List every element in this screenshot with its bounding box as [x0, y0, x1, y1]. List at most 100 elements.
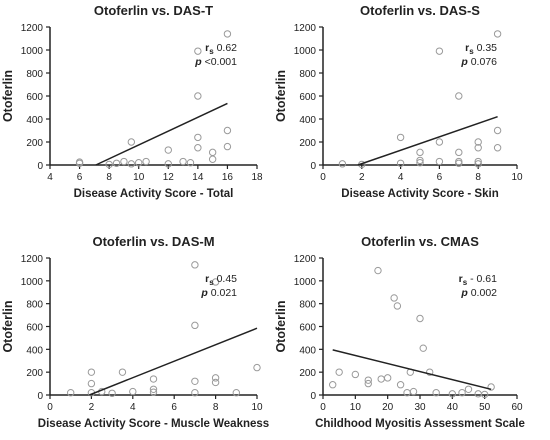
data-point [127, 160, 136, 168]
p-annotation: p 0.076 [460, 56, 497, 68]
data-point [67, 389, 75, 397]
y-tick-label: 1200 [294, 23, 317, 34]
data-point [194, 133, 202, 142]
panel-4: Otoferlin vs. CMAS0200400600800100012000… [274, 234, 525, 430]
x-tick-label: 10 [350, 402, 362, 413]
x-tick-label: 60 [511, 402, 523, 413]
rs-value: 0.45 [217, 273, 238, 285]
data-point [194, 92, 202, 100]
y-tick-label: 800 [26, 69, 43, 80]
p-symbol: p [460, 287, 468, 299]
chart-title: Otoferlin vs. CMAS [361, 234, 479, 249]
regression-line [332, 349, 492, 391]
y-tick-label: 0 [37, 391, 43, 402]
data-point [419, 344, 427, 352]
y-tick-label: 400 [299, 345, 316, 356]
data-point [432, 389, 440, 397]
data-point [112, 159, 121, 167]
rs-annotation: rs 0.35 [465, 42, 497, 57]
x-tick-label: 6 [171, 402, 177, 413]
data-point [135, 159, 143, 167]
y-tick-label: 400 [26, 345, 43, 356]
y-tick-label: 200 [26, 368, 43, 379]
data-point [480, 390, 489, 399]
data-point [223, 126, 232, 135]
x-tick-label: 18 [251, 172, 263, 183]
data-point [149, 388, 158, 396]
x-tick-label: 10 [251, 402, 263, 413]
y-tick-label: 400 [299, 115, 316, 126]
x-tick-label: 40 [447, 402, 459, 413]
x-tick-label: 6 [437, 172, 443, 183]
rs-subscript: s [469, 47, 474, 56]
y-tick-label: 1200 [21, 254, 44, 265]
data-point [208, 148, 217, 157]
panel-1: Otoferlin vs. DAS-T 0 200 400 600 800 1000 1200… [1, 3, 263, 200]
chart-title: Otoferlin vs. DAS-S [360, 3, 480, 18]
p-symbol: p [200, 287, 208, 299]
data-point [232, 389, 241, 397]
data-point [191, 389, 199, 397]
x-tick-label: 10 [511, 172, 523, 183]
data-point [120, 157, 128, 166]
rs-symbol: r [205, 273, 209, 285]
p-annotation: p 0.021 [200, 287, 237, 299]
y-tick-label: 600 [299, 323, 316, 334]
rs-subscript: s [209, 47, 214, 56]
data-point [377, 375, 385, 383]
data-point [474, 160, 482, 168]
data-point [194, 144, 202, 152]
p-value: 0.076 [471, 56, 497, 68]
data-point [474, 138, 482, 146]
data-point [474, 157, 482, 166]
panel-3: Otoferlin vs. DAS-M 0 200 400 600 800 1000 1200… [1, 234, 269, 430]
rs-value: 0.35 [477, 42, 498, 54]
data-point [455, 92, 463, 100]
x-tick-label: 4 [130, 402, 136, 413]
data-point [374, 266, 382, 275]
x-tick-label: 20 [382, 402, 394, 413]
data-point [142, 157, 150, 166]
data-point [105, 160, 113, 169]
x-tick-label: 4 [398, 172, 404, 183]
x-tick-label: 12 [163, 172, 175, 183]
data-point [493, 30, 502, 38]
data-point [493, 126, 502, 135]
data-point [149, 375, 158, 383]
x-tick-label: 2 [359, 172, 365, 183]
data-point [487, 383, 495, 391]
y-tick-label: 200 [299, 368, 316, 379]
data-point [87, 368, 96, 376]
data-point [396, 381, 405, 389]
x-tick-label: 0 [320, 402, 326, 413]
data-point [191, 261, 199, 269]
data-point [75, 158, 84, 166]
data-point [435, 138, 444, 146]
x-tick-label: 10 [133, 172, 145, 183]
data-point [194, 47, 202, 55]
data-point [223, 142, 232, 151]
x-tick-label: 16 [222, 172, 234, 183]
y-tick-label: 200 [299, 138, 316, 149]
data-point [416, 148, 424, 157]
data-point [129, 387, 137, 396]
data-point [390, 294, 398, 302]
regression-line [95, 102, 228, 166]
data-point [118, 368, 127, 376]
data-point [493, 144, 502, 152]
data-point [87, 379, 96, 388]
data-point [409, 387, 418, 396]
x-tick-label: 0 [47, 402, 53, 413]
x-axis-label: Disease Activity Score - Skin [341, 188, 498, 200]
data-point [458, 389, 466, 397]
data-point [211, 374, 220, 382]
data-point [223, 30, 232, 38]
x-axis-label: Disease Activity Score - Muscle Weakness [38, 418, 269, 430]
y-axis-label: Otoferlin [274, 70, 288, 122]
p-annotation: p <0.001 [194, 56, 237, 68]
chart-title: Otoferlin vs. DAS-M [92, 234, 214, 249]
y-tick-label: 1000 [21, 277, 44, 288]
rs-annotation: rs 0.45 [205, 273, 237, 288]
data-point [435, 157, 444, 166]
